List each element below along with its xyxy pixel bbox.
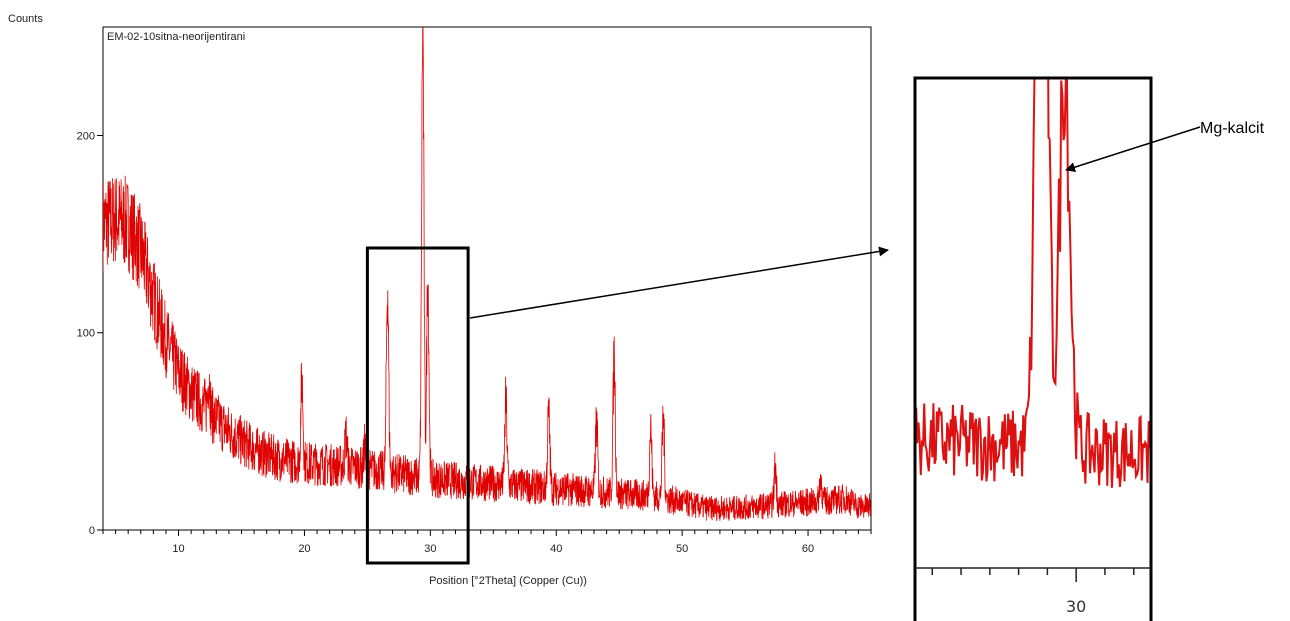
callout-label: Mg-kalcit	[1200, 120, 1265, 137]
x-tick-label: 50	[676, 543, 688, 555]
inset-frame	[913, 76, 1153, 621]
x-axis: 10 20 30 40 50 60	[102, 530, 872, 555]
inset-tick-label: 30	[1066, 597, 1086, 616]
x-tick-label: 60	[802, 543, 814, 555]
x-axis-label: Position [°2Theta] (Copper (Cu))	[429, 575, 587, 587]
plot-frame	[102, 26, 872, 531]
x-tick-label: 40	[550, 543, 562, 555]
inset-x-axis	[915, 567, 1151, 582]
diffraction-trace	[103, 27, 871, 521]
sample-name: EM-02-10sitna-neorijentirani	[107, 31, 245, 43]
y-tick-label: 0	[89, 525, 95, 537]
callout-arrow	[1065, 126, 1201, 173]
y-axis-label: Counts	[8, 13, 43, 25]
y-axis: 0 100 200	[77, 130, 103, 537]
x-tick-label: 30	[424, 543, 436, 555]
zoom-arrow	[469, 246, 889, 319]
y-tick-label: 100	[77, 328, 95, 340]
zoom-region-box	[365, 246, 470, 565]
x-tick-label: 20	[298, 543, 310, 555]
y-tick-label: 200	[77, 130, 95, 142]
x-tick-label: 10	[172, 543, 184, 555]
inset-trace	[915, 78, 1151, 488]
